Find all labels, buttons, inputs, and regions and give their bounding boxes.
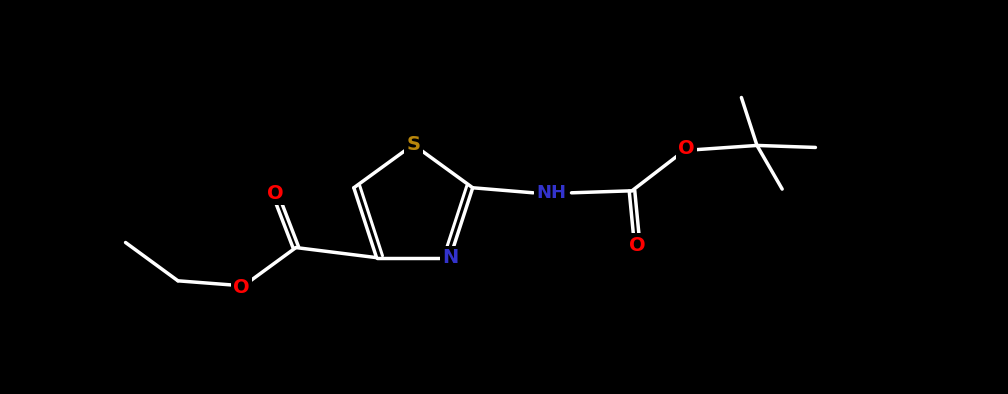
- Text: S: S: [406, 135, 420, 154]
- Text: O: O: [629, 236, 645, 255]
- Text: NH: NH: [536, 184, 566, 202]
- Text: N: N: [442, 248, 459, 267]
- Text: O: O: [267, 184, 284, 203]
- Text: O: O: [233, 279, 250, 297]
- Text: O: O: [678, 139, 695, 158]
